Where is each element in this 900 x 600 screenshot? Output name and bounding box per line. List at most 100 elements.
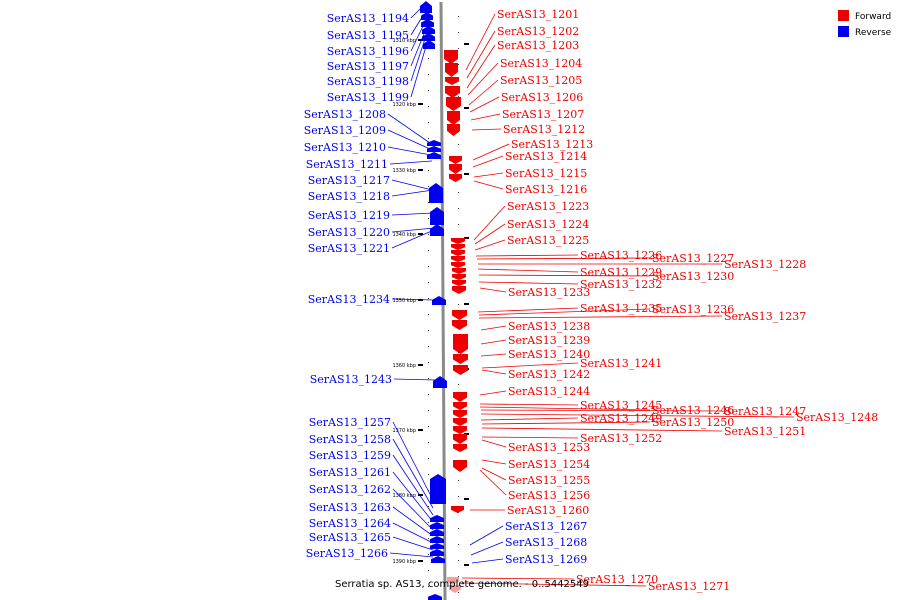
gene-label[interactable]: SerAS13_1207: [502, 108, 584, 121]
leader-line: [391, 227, 435, 233]
minor-tick-left: [428, 58, 429, 59]
major-tick: [418, 39, 423, 41]
gene-label[interactable]: SerAS13_1194: [327, 12, 409, 25]
gene-label[interactable]: SerAS13_1216: [505, 183, 587, 196]
gene-label[interactable]: SerAS13_1220: [308, 226, 390, 239]
gene-label[interactable]: SerAS13_1211: [306, 158, 388, 171]
gene-label[interactable]: SerAS13_1228: [724, 258, 806, 271]
gene-label[interactable]: SerAS13_1258: [309, 433, 391, 446]
gene-label[interactable]: SerAS13_1242: [508, 368, 590, 381]
gene-label[interactable]: SerAS13_1241: [580, 357, 662, 370]
gene-label[interactable]: SerAS13_1270: [576, 573, 658, 586]
gene-label[interactable]: SerAS13_1262: [309, 483, 391, 496]
gene-label[interactable]: SerAS13_1252: [580, 432, 662, 445]
leader-line: [481, 421, 651, 425]
gene-label[interactable]: SerAS13_1234: [308, 293, 390, 306]
leader-line: [480, 353, 507, 357]
gene-label-group: SerAS13_1255: [481, 467, 590, 487]
gene-label[interactable]: SerAS13_1195: [327, 29, 409, 42]
gene-label[interactable]: SerAS13_1199: [327, 91, 409, 104]
tick-label: 1390 kbp: [392, 559, 416, 565]
gene-label[interactable]: SerAS13_1236: [652, 303, 734, 316]
gene-label[interactable]: SerAS13_1269: [505, 553, 587, 566]
gene-label[interactable]: SerAS13_1232: [580, 278, 662, 291]
gene-label[interactable]: SerAS13_1226: [580, 249, 662, 262]
gene-label[interactable]: SerAS13_1235: [580, 302, 662, 315]
gene-label[interactable]: SerAS13_1251: [724, 425, 806, 438]
gene-label[interactable]: SerAS13_1227: [652, 252, 734, 265]
gene-label[interactable]: SerAS13_1243: [310, 373, 392, 386]
reverse-gene-arrow: [429, 183, 443, 203]
gene-label[interactable]: SerAS13_1244: [508, 385, 590, 398]
gene-label[interactable]: SerAS13_1208: [304, 108, 386, 121]
gene-label[interactable]: SerAS13_1250: [652, 416, 734, 429]
minor-tick-left: [428, 90, 429, 91]
gene-label[interactable]: SerAS13_1233: [508, 286, 590, 299]
gene-label[interactable]: SerAS13_1261: [309, 466, 391, 479]
leader-line: [481, 362, 579, 369]
leader-line: [410, 13, 425, 36]
gene-label[interactable]: SerAS13_1203: [497, 39, 579, 52]
minor-tick-right: [458, 496, 459, 497]
gene-label-group: SerAS13_1235: [477, 302, 662, 315]
forward-gene-arrow: [446, 97, 461, 111]
gene-label[interactable]: SerAS13_1248: [796, 411, 878, 424]
gene-label[interactable]: SerAS13_1254: [508, 458, 590, 471]
gene-label[interactable]: SerAS13_1263: [309, 501, 391, 514]
gene-label[interactable]: SerAS13_1237: [724, 310, 806, 323]
gene-label[interactable]: SerAS13_1240: [508, 348, 590, 361]
gene-label[interactable]: SerAS13_1247: [724, 405, 806, 418]
gene-label[interactable]: SerAS13_1201: [497, 8, 579, 21]
gene-label[interactable]: SerAS13_1218: [308, 190, 390, 203]
gene-label[interactable]: SerAS13_1259: [309, 449, 391, 462]
gene-label[interactable]: SerAS13_1264: [309, 517, 391, 530]
gene-label[interactable]: SerAS13_1196: [327, 45, 409, 58]
gene-label-group: SerAS13_1197: [327, 28, 427, 73]
leader-line: [392, 421, 434, 501]
gene-label-group: SerAS13_1210: [304, 141, 432, 156]
gene-label[interactable]: SerAS13_1225: [507, 234, 589, 247]
gene-label[interactable]: SerAS13_1223: [507, 200, 589, 213]
gene-label[interactable]: SerAS13_1271: [648, 580, 730, 593]
leader-line: [481, 439, 507, 448]
reverse-gene-arrow: [422, 26, 435, 34]
gene-label[interactable]: SerAS13_1257: [309, 416, 391, 429]
gene-label[interactable]: SerAS13_1266: [306, 547, 388, 560]
gene-label[interactable]: SerAS13_1215: [505, 167, 587, 180]
gene-label[interactable]: SerAS13_1198: [327, 75, 409, 88]
gene-label[interactable]: SerAS13_1214: [505, 150, 587, 163]
gene-label[interactable]: SerAS13_1213: [511, 138, 593, 151]
major-tick-right: [464, 43, 469, 45]
gene-label-group: SerAS13_1243: [310, 373, 437, 386]
leader-line: [469, 96, 500, 113]
gene-label[interactable]: SerAS13_1238: [508, 320, 590, 333]
gene-label[interactable]: SerAS13_1255: [508, 474, 590, 487]
gene-label[interactable]: SerAS13_1217: [308, 174, 390, 187]
gene-label-group: SerAS13_1263: [309, 501, 434, 537]
gene-label[interactable]: SerAS13_1239: [508, 334, 590, 347]
gene-label[interactable]: SerAS13_1224: [507, 218, 589, 231]
gene-label[interactable]: SerAS13_1256: [508, 489, 590, 502]
gene-label[interactable]: SerAS13_1268: [505, 536, 587, 549]
gene-label[interactable]: SerAS13_1253: [508, 441, 590, 454]
gene-label[interactable]: SerAS13_1230: [652, 270, 734, 283]
gene-label[interactable]: SerAS13_1212: [503, 123, 585, 136]
gene-label[interactable]: SerAS13_1265: [309, 531, 391, 544]
gene-label[interactable]: SerAS13_1219: [308, 209, 390, 222]
gene-label[interactable]: SerAS13_1210: [304, 141, 386, 154]
gene-label[interactable]: SerAS13_1205: [500, 74, 582, 87]
gene-label[interactable]: SerAS13_1202: [497, 25, 579, 38]
gene-label[interactable]: SerAS13_1204: [500, 57, 582, 70]
leader-line: [480, 417, 579, 421]
gene-label[interactable]: SerAS13_1267: [505, 520, 587, 533]
gene-label[interactable]: SerAS13_1206: [501, 91, 583, 104]
gene-label[interactable]: SerAS13_1209: [304, 124, 386, 137]
gene-label-group: SerAS13_1219: [308, 209, 434, 222]
minor-tick-left: [428, 506, 429, 507]
forward-gene-arrow: [453, 444, 467, 452]
gene-label[interactable]: SerAS13_1221: [308, 242, 390, 255]
gene-label[interactable]: SerAS13_1197: [327, 60, 409, 73]
gene-label[interactable]: SerAS13_1260: [507, 504, 589, 517]
gene-label-group: SerAS13_1252: [481, 432, 662, 445]
